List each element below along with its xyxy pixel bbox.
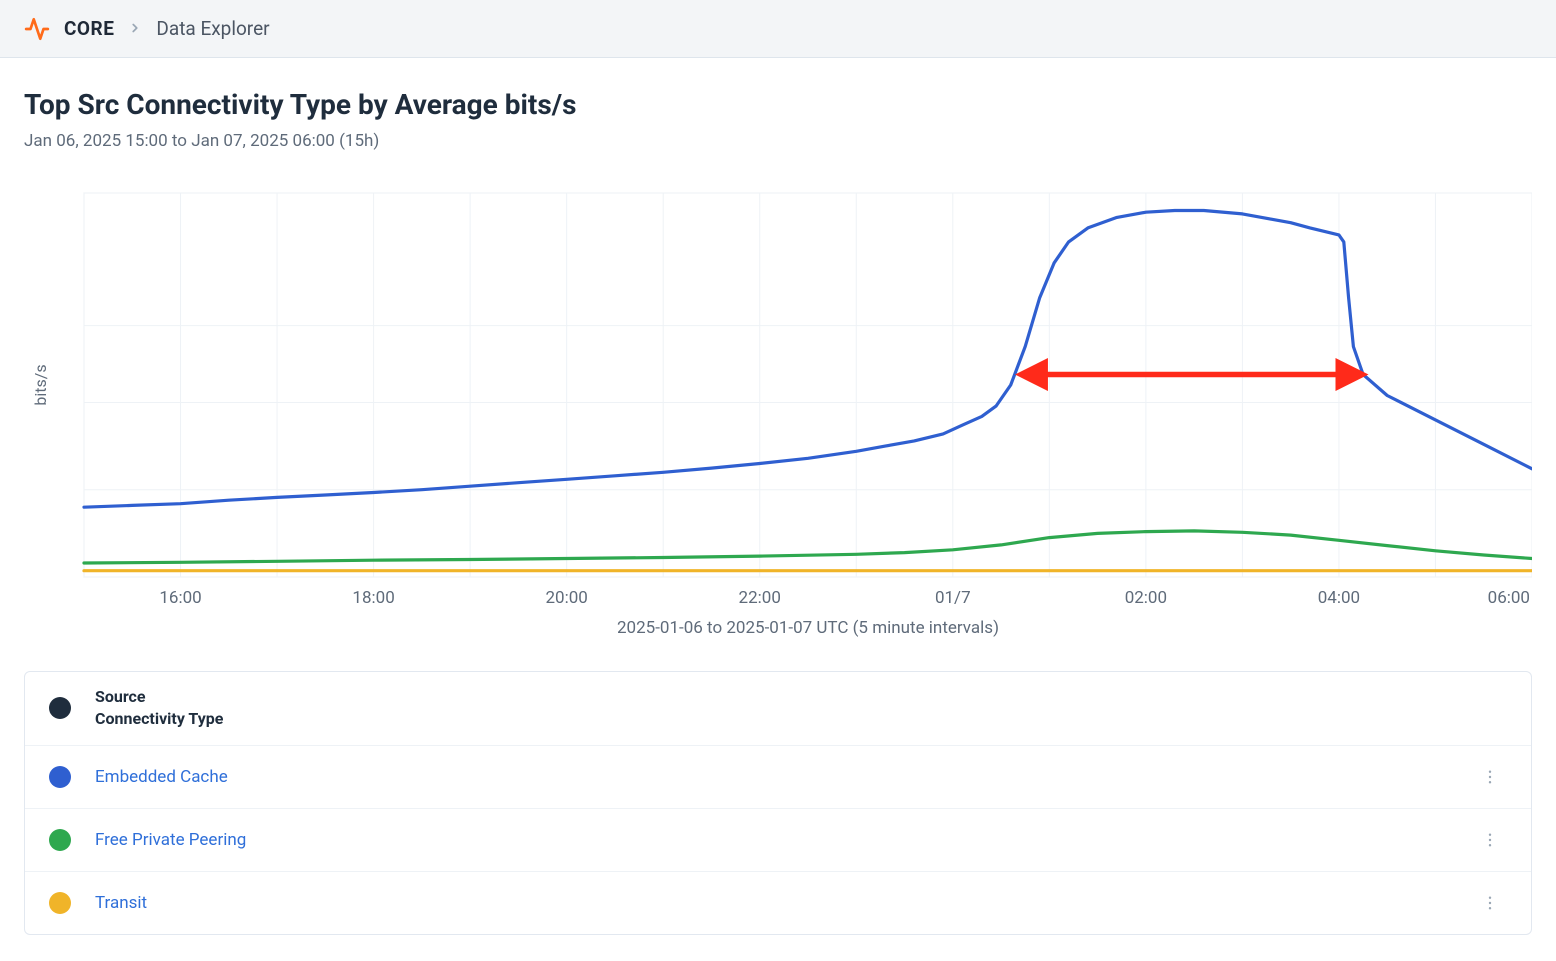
breadcrumb-crumb[interactable]: Data Explorer: [156, 17, 269, 40]
legend-swatch: [49, 829, 71, 851]
legend-table: Source Connectivity Type Embedded Cache F…: [24, 671, 1532, 935]
legend-row[interactable]: Embedded Cache: [25, 745, 1531, 808]
svg-text:06:00: 06:00: [1488, 588, 1530, 608]
legend-header-label: Source Connectivity Type: [95, 686, 1507, 731]
svg-text:02:00: 02:00: [1125, 588, 1167, 608]
page-title: Top Src Connectivity Type by Average bit…: [24, 88, 1532, 121]
svg-text:16:00: 16:00: [159, 588, 201, 608]
svg-text:bits/s: bits/s: [31, 364, 50, 405]
chevron-right-icon: [128, 17, 142, 40]
breadcrumb-root[interactable]: CORE: [64, 17, 114, 40]
svg-text:01/7: 01/7: [935, 588, 971, 608]
legend-row[interactable]: Free Private Peering: [25, 808, 1531, 871]
topbar: CORE Data Explorer: [0, 0, 1556, 58]
more-icon[interactable]: [1473, 886, 1507, 920]
legend-row-label[interactable]: Transit: [95, 893, 1449, 913]
more-icon[interactable]: [1473, 760, 1507, 794]
legend-swatch: [49, 892, 71, 914]
activity-icon: [24, 16, 50, 42]
legend-row-label[interactable]: Embedded Cache: [95, 767, 1449, 787]
line-chart: 16:00 18:00 20:00 22:00 01/7 02:00 04:00 06:00 2…: [24, 187, 1532, 647]
chart-container: 16:00 18:00 20:00 22:00 01/7 02:00 04:00 06:00 2…: [24, 187, 1532, 647]
svg-text:18:00: 18:00: [352, 588, 394, 608]
svg-text:22:00: 22:00: [739, 588, 781, 608]
main-content: Top Src Connectivity Type by Average bit…: [0, 58, 1556, 935]
legend-row[interactable]: Transit: [25, 871, 1531, 934]
breadcrumb: CORE Data Explorer: [64, 17, 270, 40]
legend-row-label[interactable]: Free Private Peering: [95, 830, 1449, 850]
legend-header-line2: Connectivity Type: [95, 708, 1507, 730]
svg-text:2025-01-06 to 2025-01-07 UTC (: 2025-01-06 to 2025-01-07 UTC (5 minute i…: [617, 618, 999, 638]
page-subtitle: Jan 06, 2025 15:00 to Jan 07, 2025 06:00…: [24, 131, 1532, 151]
more-icon[interactable]: [1473, 823, 1507, 857]
legend-header-row: Source Connectivity Type: [25, 672, 1531, 745]
legend-header-swatch: [49, 697, 71, 719]
svg-text:04:00: 04:00: [1318, 588, 1360, 608]
legend-swatch: [49, 766, 71, 788]
svg-text:20:00: 20:00: [545, 588, 587, 608]
legend-header-line1: Source: [95, 686, 1507, 708]
